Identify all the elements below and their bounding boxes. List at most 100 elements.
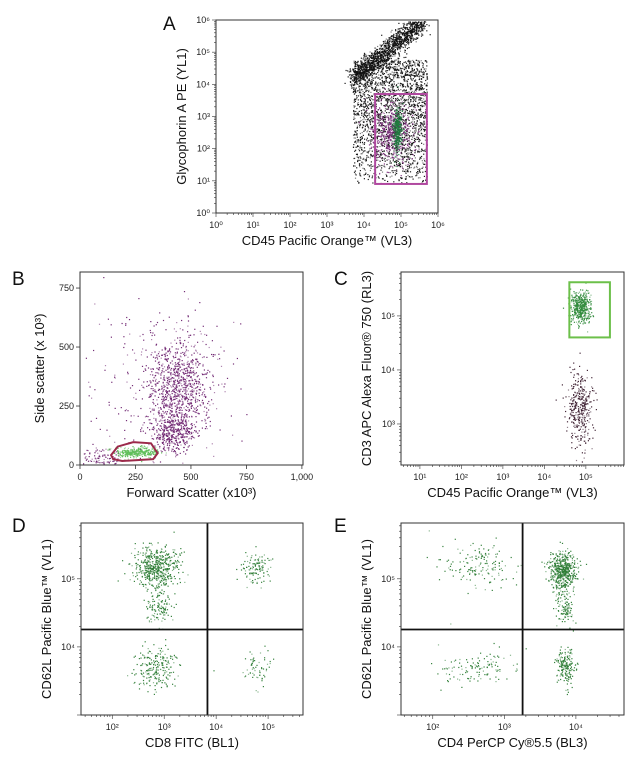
data-point xyxy=(390,54,393,56)
data-point xyxy=(396,155,398,157)
data-point xyxy=(369,99,371,102)
data-point xyxy=(399,132,401,134)
data-point xyxy=(358,66,360,68)
data-point xyxy=(392,53,394,55)
data-point xyxy=(390,165,392,167)
data-point xyxy=(386,100,388,102)
data-point xyxy=(399,138,401,140)
data-point xyxy=(382,72,384,74)
data-point xyxy=(403,144,406,146)
data-point xyxy=(418,148,420,150)
data-point xyxy=(195,362,197,364)
data-point xyxy=(356,136,358,138)
data-point xyxy=(368,144,371,146)
data-point xyxy=(415,83,417,85)
data-point xyxy=(397,69,399,71)
data-point xyxy=(387,141,389,143)
data-point xyxy=(170,375,172,377)
data-point xyxy=(386,53,388,55)
data-point xyxy=(353,99,355,101)
data-point xyxy=(404,46,406,48)
data-point xyxy=(183,424,185,426)
data-point xyxy=(386,40,388,43)
data-point xyxy=(190,361,192,363)
data-point xyxy=(390,58,392,60)
data-point xyxy=(181,403,183,406)
data-point xyxy=(155,419,157,421)
data-point xyxy=(406,24,408,26)
data-point xyxy=(398,147,400,149)
data-point xyxy=(183,379,185,381)
data-point xyxy=(399,63,401,65)
data-point xyxy=(408,42,410,44)
data-point xyxy=(348,74,351,76)
data-point xyxy=(367,152,369,154)
data-point xyxy=(181,379,183,381)
gate-rectangle[interactable] xyxy=(374,93,428,185)
data-point xyxy=(407,147,409,150)
data-point xyxy=(394,55,396,57)
data-point xyxy=(404,40,406,42)
data-point xyxy=(397,124,400,126)
data-point xyxy=(409,38,412,40)
data-point xyxy=(397,37,399,39)
data-point xyxy=(396,77,398,79)
data-point xyxy=(386,62,388,65)
data-point xyxy=(380,44,382,47)
data-point xyxy=(412,105,414,107)
data-point xyxy=(377,142,379,144)
data-point xyxy=(395,32,397,35)
data-point xyxy=(354,81,356,84)
data-point xyxy=(399,128,401,130)
data-point xyxy=(391,109,393,111)
data-point xyxy=(364,173,367,175)
data-point xyxy=(390,118,392,120)
data-point xyxy=(411,158,413,160)
data-point xyxy=(415,110,418,112)
data-point xyxy=(409,95,411,97)
data-point xyxy=(389,128,391,130)
data-point xyxy=(371,83,373,85)
data-point xyxy=(412,135,414,137)
data-point xyxy=(418,119,421,121)
data-point xyxy=(358,163,361,165)
data-point xyxy=(375,99,377,101)
data-point xyxy=(175,397,177,399)
data-point xyxy=(419,89,421,91)
data-point xyxy=(409,61,411,63)
data-point xyxy=(168,383,170,385)
data-point xyxy=(383,45,385,47)
data-point xyxy=(385,79,387,81)
data-point xyxy=(398,135,400,137)
data-point xyxy=(394,46,396,48)
data-point xyxy=(415,31,417,33)
data-point xyxy=(206,372,208,374)
data-point xyxy=(407,123,409,125)
data-point xyxy=(351,87,354,89)
data-point xyxy=(167,381,169,383)
data-point xyxy=(403,26,405,29)
data-point xyxy=(178,407,181,409)
data-point xyxy=(414,160,416,162)
data-point xyxy=(414,145,416,147)
data-point xyxy=(396,138,398,140)
data-point xyxy=(353,90,356,92)
data-point xyxy=(362,109,364,111)
data-point xyxy=(375,103,377,105)
data-point xyxy=(387,48,389,50)
data-point xyxy=(395,111,397,113)
data-point xyxy=(177,416,179,418)
data-point xyxy=(398,22,400,24)
data-point xyxy=(415,99,417,101)
data-point xyxy=(381,116,383,118)
data-point xyxy=(371,175,374,177)
data-point xyxy=(175,408,177,410)
data-point xyxy=(415,90,417,92)
data-point xyxy=(370,135,372,137)
data-point xyxy=(377,45,379,48)
data-point xyxy=(412,154,414,156)
data-point xyxy=(401,39,403,41)
data-point xyxy=(420,87,422,89)
data-point xyxy=(388,122,391,124)
data-point xyxy=(371,95,373,97)
